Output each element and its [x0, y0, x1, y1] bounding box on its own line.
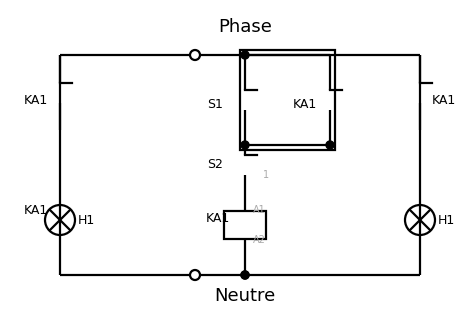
Text: Neutre: Neutre [214, 287, 275, 305]
Bar [224, 211, 266, 239]
Text: KA1: KA1 [24, 93, 48, 107]
Circle shape [241, 271, 249, 279]
Circle shape [241, 141, 249, 149]
Text: KA1: KA1 [24, 204, 48, 216]
Text: A2: A2 [253, 235, 266, 245]
Circle shape [241, 51, 249, 59]
Text: 1: 1 [263, 170, 269, 180]
Text: KA1: KA1 [293, 98, 317, 112]
Bar [240, 50, 335, 150]
Text: KA1: KA1 [206, 211, 230, 224]
Text: S2: S2 [207, 159, 223, 171]
Text: Phase: Phase [218, 18, 272, 36]
Text: H1: H1 [78, 213, 95, 226]
Text: A1: A1 [253, 205, 266, 215]
Text: KA1: KA1 [432, 93, 456, 107]
Text: H1: H1 [438, 213, 455, 226]
Circle shape [241, 271, 249, 279]
Circle shape [326, 141, 334, 149]
Text: S1: S1 [207, 98, 223, 112]
